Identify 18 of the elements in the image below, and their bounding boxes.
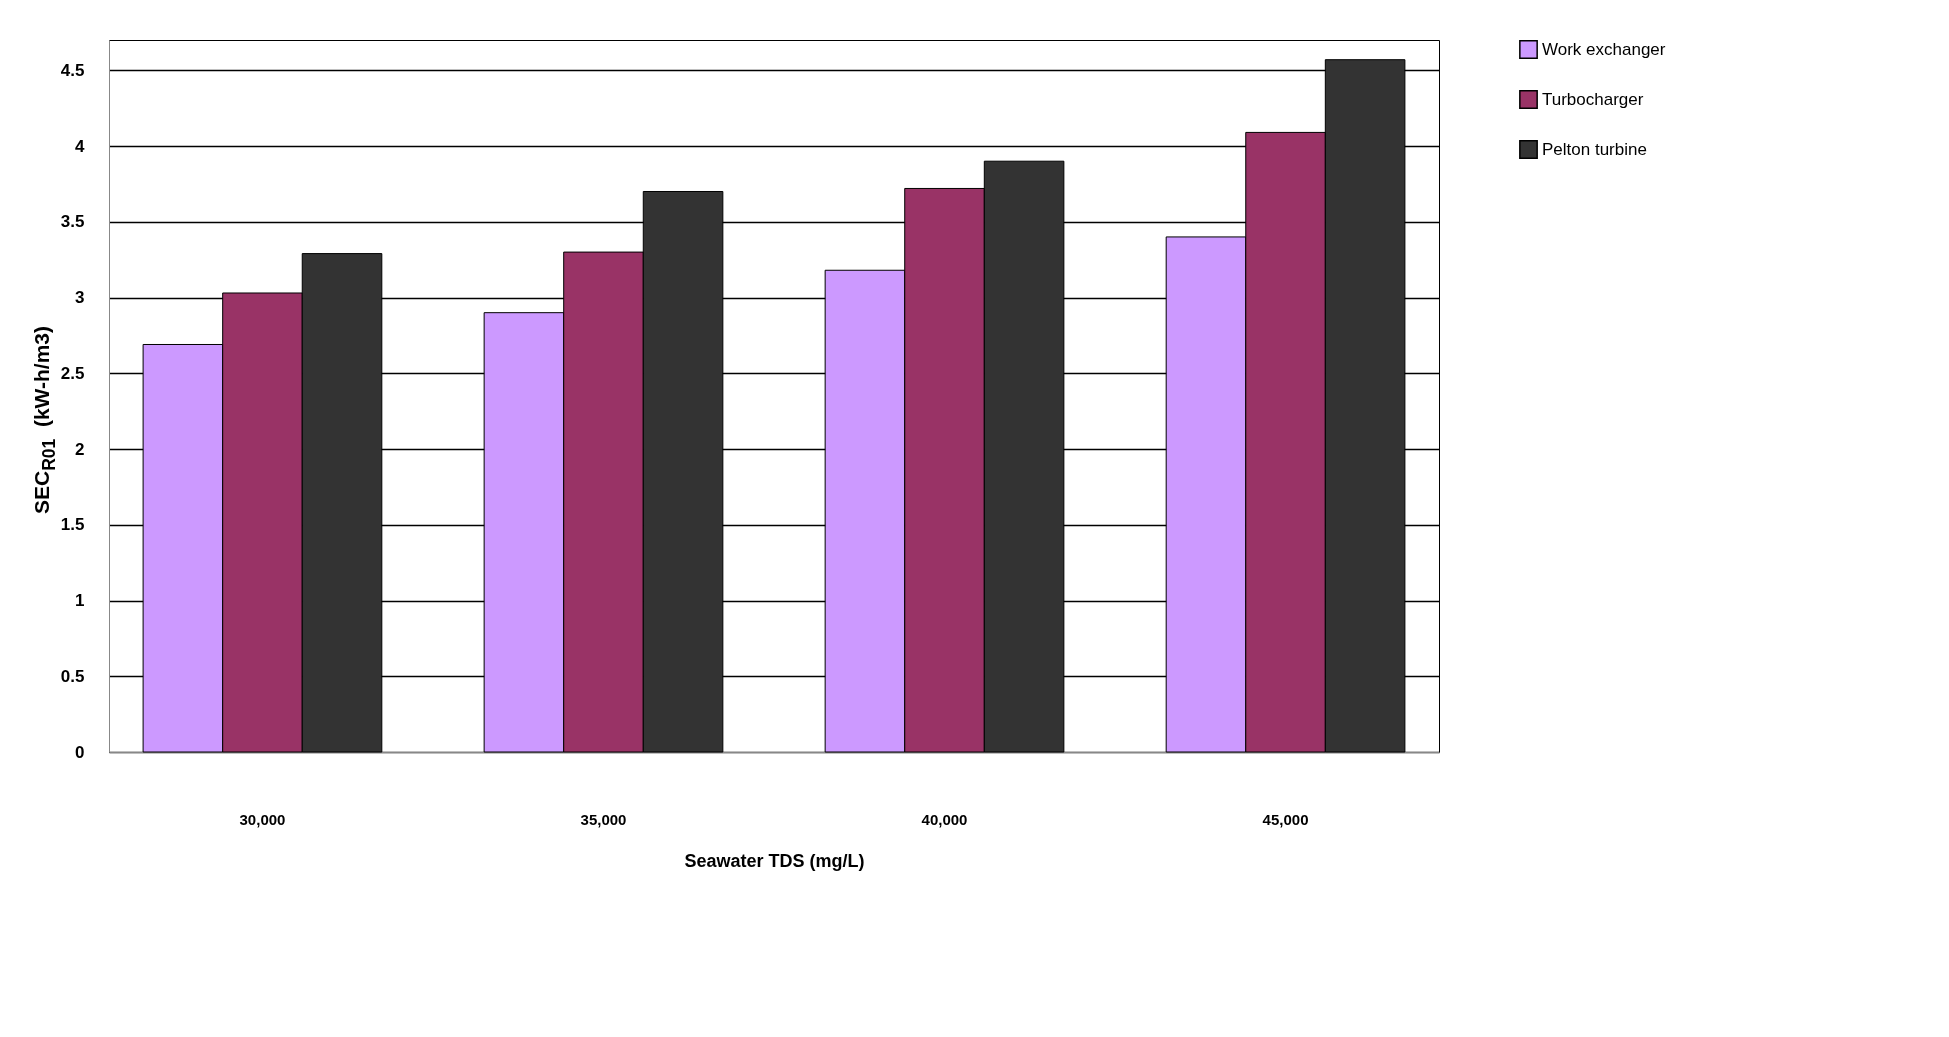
x-tick-label: 45,000: [1262, 810, 1309, 828]
y-tick-label: 2: [75, 439, 85, 459]
y-tick-label: 4.5: [60, 60, 85, 80]
y-tick-label: 0.5: [60, 666, 85, 686]
x-tick-label: 40,000: [921, 810, 968, 828]
legend-label: Pelton turbine: [1542, 139, 1647, 159]
x-tick-label: 35,000: [580, 810, 627, 828]
x-tick-label: 30,000: [239, 810, 286, 828]
legend-label: Turbocharger: [1542, 89, 1644, 109]
y-tick-label: 1: [75, 591, 85, 611]
y-tick-label: 3.5: [60, 212, 85, 232]
x-axis-title: Seawater TDS (mg/L): [684, 850, 865, 871]
y-tick-label: 0: [75, 742, 85, 762]
legend-label: Work exchanger: [1542, 39, 1666, 59]
y-tick-label: 3: [75, 288, 85, 308]
y-tick-label: 2.5: [60, 363, 85, 383]
y-tick-label: 4: [75, 136, 86, 156]
y-tick-label: 1.5: [60, 515, 85, 535]
